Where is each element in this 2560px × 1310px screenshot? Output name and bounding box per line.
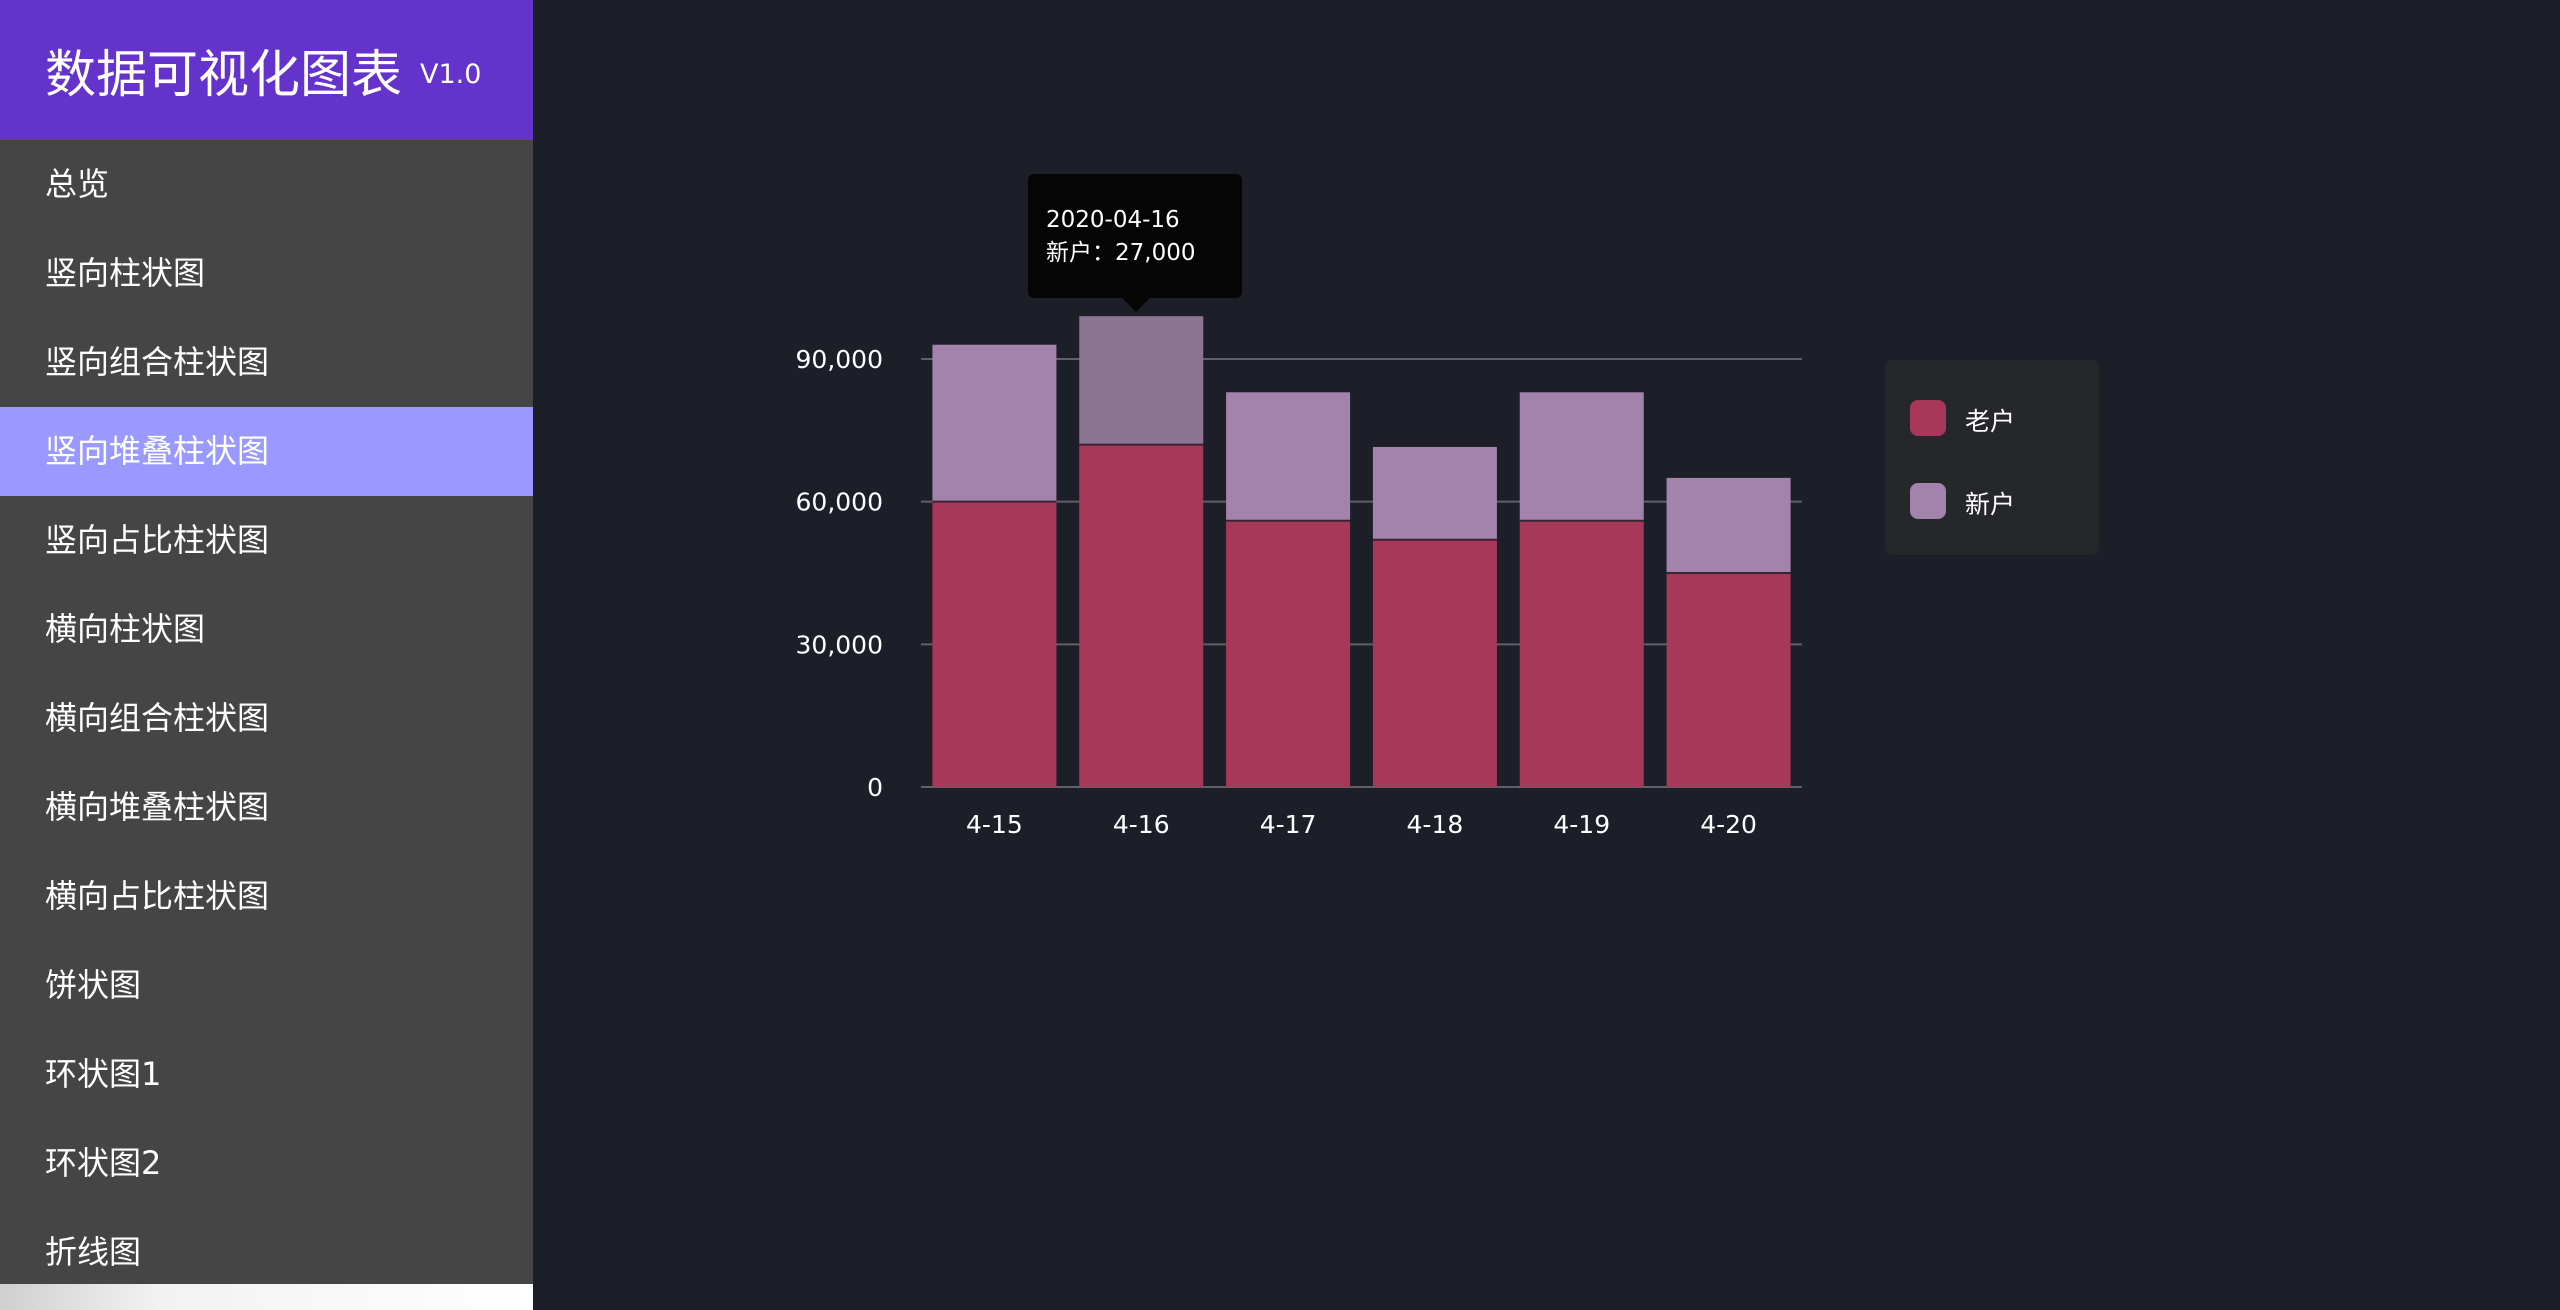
app-title: 数据可视化图表 <box>45 46 403 105</box>
legend-swatch-new <box>1910 483 1946 519</box>
chart-area: 0 30,000 60,000 90,000 4-15 4-16 4-17 4-18 4-19 4… <box>533 0 2560 1310</box>
x-tick-label: 4-18 <box>1407 810 1464 839</box>
legend-item-new[interactable]: 新户 <box>1885 479 2099 519</box>
legend-swatch-old <box>1910 400 1946 436</box>
sidebar-item-10[interactable]: 环状图1 <box>45 1055 162 1093</box>
y-tick-label: 90,000 <box>796 345 883 374</box>
sidebar-item-8[interactable]: 横向占比柱状图 <box>45 877 270 915</box>
chart-tooltip: 2020-04-16 新户：27,000 <box>1028 174 1242 312</box>
bar-old-4-18[interactable] <box>1372 539 1497 787</box>
bar-old-4-20[interactable] <box>1666 573 1791 787</box>
stacked-bar-chart: 0 30,000 60,000 90,000 4-15 4-16 4-17 4-18 4-19 4… <box>796 316 1802 839</box>
sidebar-item-11[interactable]: 环状图2 <box>45 1144 162 1182</box>
x-tick-label: 4-17 <box>1260 810 1317 839</box>
legend-item-old[interactable]: 老户 <box>1885 396 2099 436</box>
y-tick-label: 30,000 <box>796 630 883 659</box>
sidebar-item-12[interactable]: 折线图 <box>45 1233 142 1271</box>
x-tick-label: 4-20 <box>1700 810 1757 839</box>
bar-new-4-17[interactable] <box>1226 392 1351 521</box>
sidebar-item-6[interactable]: 横向组合柱状图 <box>45 699 270 737</box>
x-tick-label: 4-16 <box>1113 810 1170 839</box>
sidebar-scroll-edge <box>0 1284 533 1310</box>
bar-new-4-16[interactable] <box>1079 316 1204 445</box>
sidebar: 数据可视化图表 V1.0 总览竖向柱状图竖向组合柱状图竖向堆叠柱状图竖向占比柱状… <box>0 0 533 1310</box>
sidebar-item-4[interactable]: 竖向占比柱状图 <box>45 521 270 559</box>
sidebar-item-3[interactable]: 竖向堆叠柱状图 <box>0 407 533 496</box>
app-version: V1.0 <box>420 58 482 90</box>
bar-old-4-17[interactable] <box>1226 520 1351 787</box>
x-tick-label: 4-15 <box>966 810 1023 839</box>
x-tick-label: 4-19 <box>1553 810 1610 839</box>
legend-label-old: 老户 <box>1965 407 2016 436</box>
bar-new-4-19[interactable] <box>1519 392 1644 521</box>
sidebar-item-9[interactable]: 饼状图 <box>45 966 142 1004</box>
bar-new-4-20[interactable] <box>1666 477 1791 573</box>
sidebar-menu: 总览竖向柱状图竖向组合柱状图竖向堆叠柱状图竖向占比柱状图 横向柱状图横向组合柱状图… <box>0 140 533 1297</box>
bar-old-4-15[interactable] <box>932 501 1057 787</box>
bar-old-4-19[interactable] <box>1519 520 1644 787</box>
legend-label-new: 新户 <box>1965 490 2016 519</box>
y-tick-label: 60,000 <box>796 488 883 517</box>
tooltip-date: 2020-04-16 <box>1046 207 1180 233</box>
chart-legend: 老户 新户 <box>1885 360 2099 555</box>
brand-header: 数据可视化图表 V1.0 <box>0 0 533 140</box>
bar-new-4-18[interactable] <box>1372 446 1497 540</box>
sidebar-item-1[interactable]: 竖向柱状图 <box>45 254 206 292</box>
tooltip-value: 新户：27,000 <box>1046 240 1196 266</box>
bar-new-4-15[interactable] <box>932 344 1057 502</box>
sidebar-item-7[interactable]: 横向堆叠柱状图 <box>45 788 270 826</box>
sidebar-item-5[interactable]: 横向柱状图 <box>45 610 206 648</box>
tooltip-arrow <box>1122 298 1150 312</box>
sidebar-item-2[interactable]: 竖向组合柱状图 <box>45 343 270 381</box>
bar-old-4-16[interactable] <box>1079 444 1204 787</box>
y-tick-label: 0 <box>867 773 883 802</box>
sidebar-item-0[interactable]: 总览 <box>45 165 110 203</box>
